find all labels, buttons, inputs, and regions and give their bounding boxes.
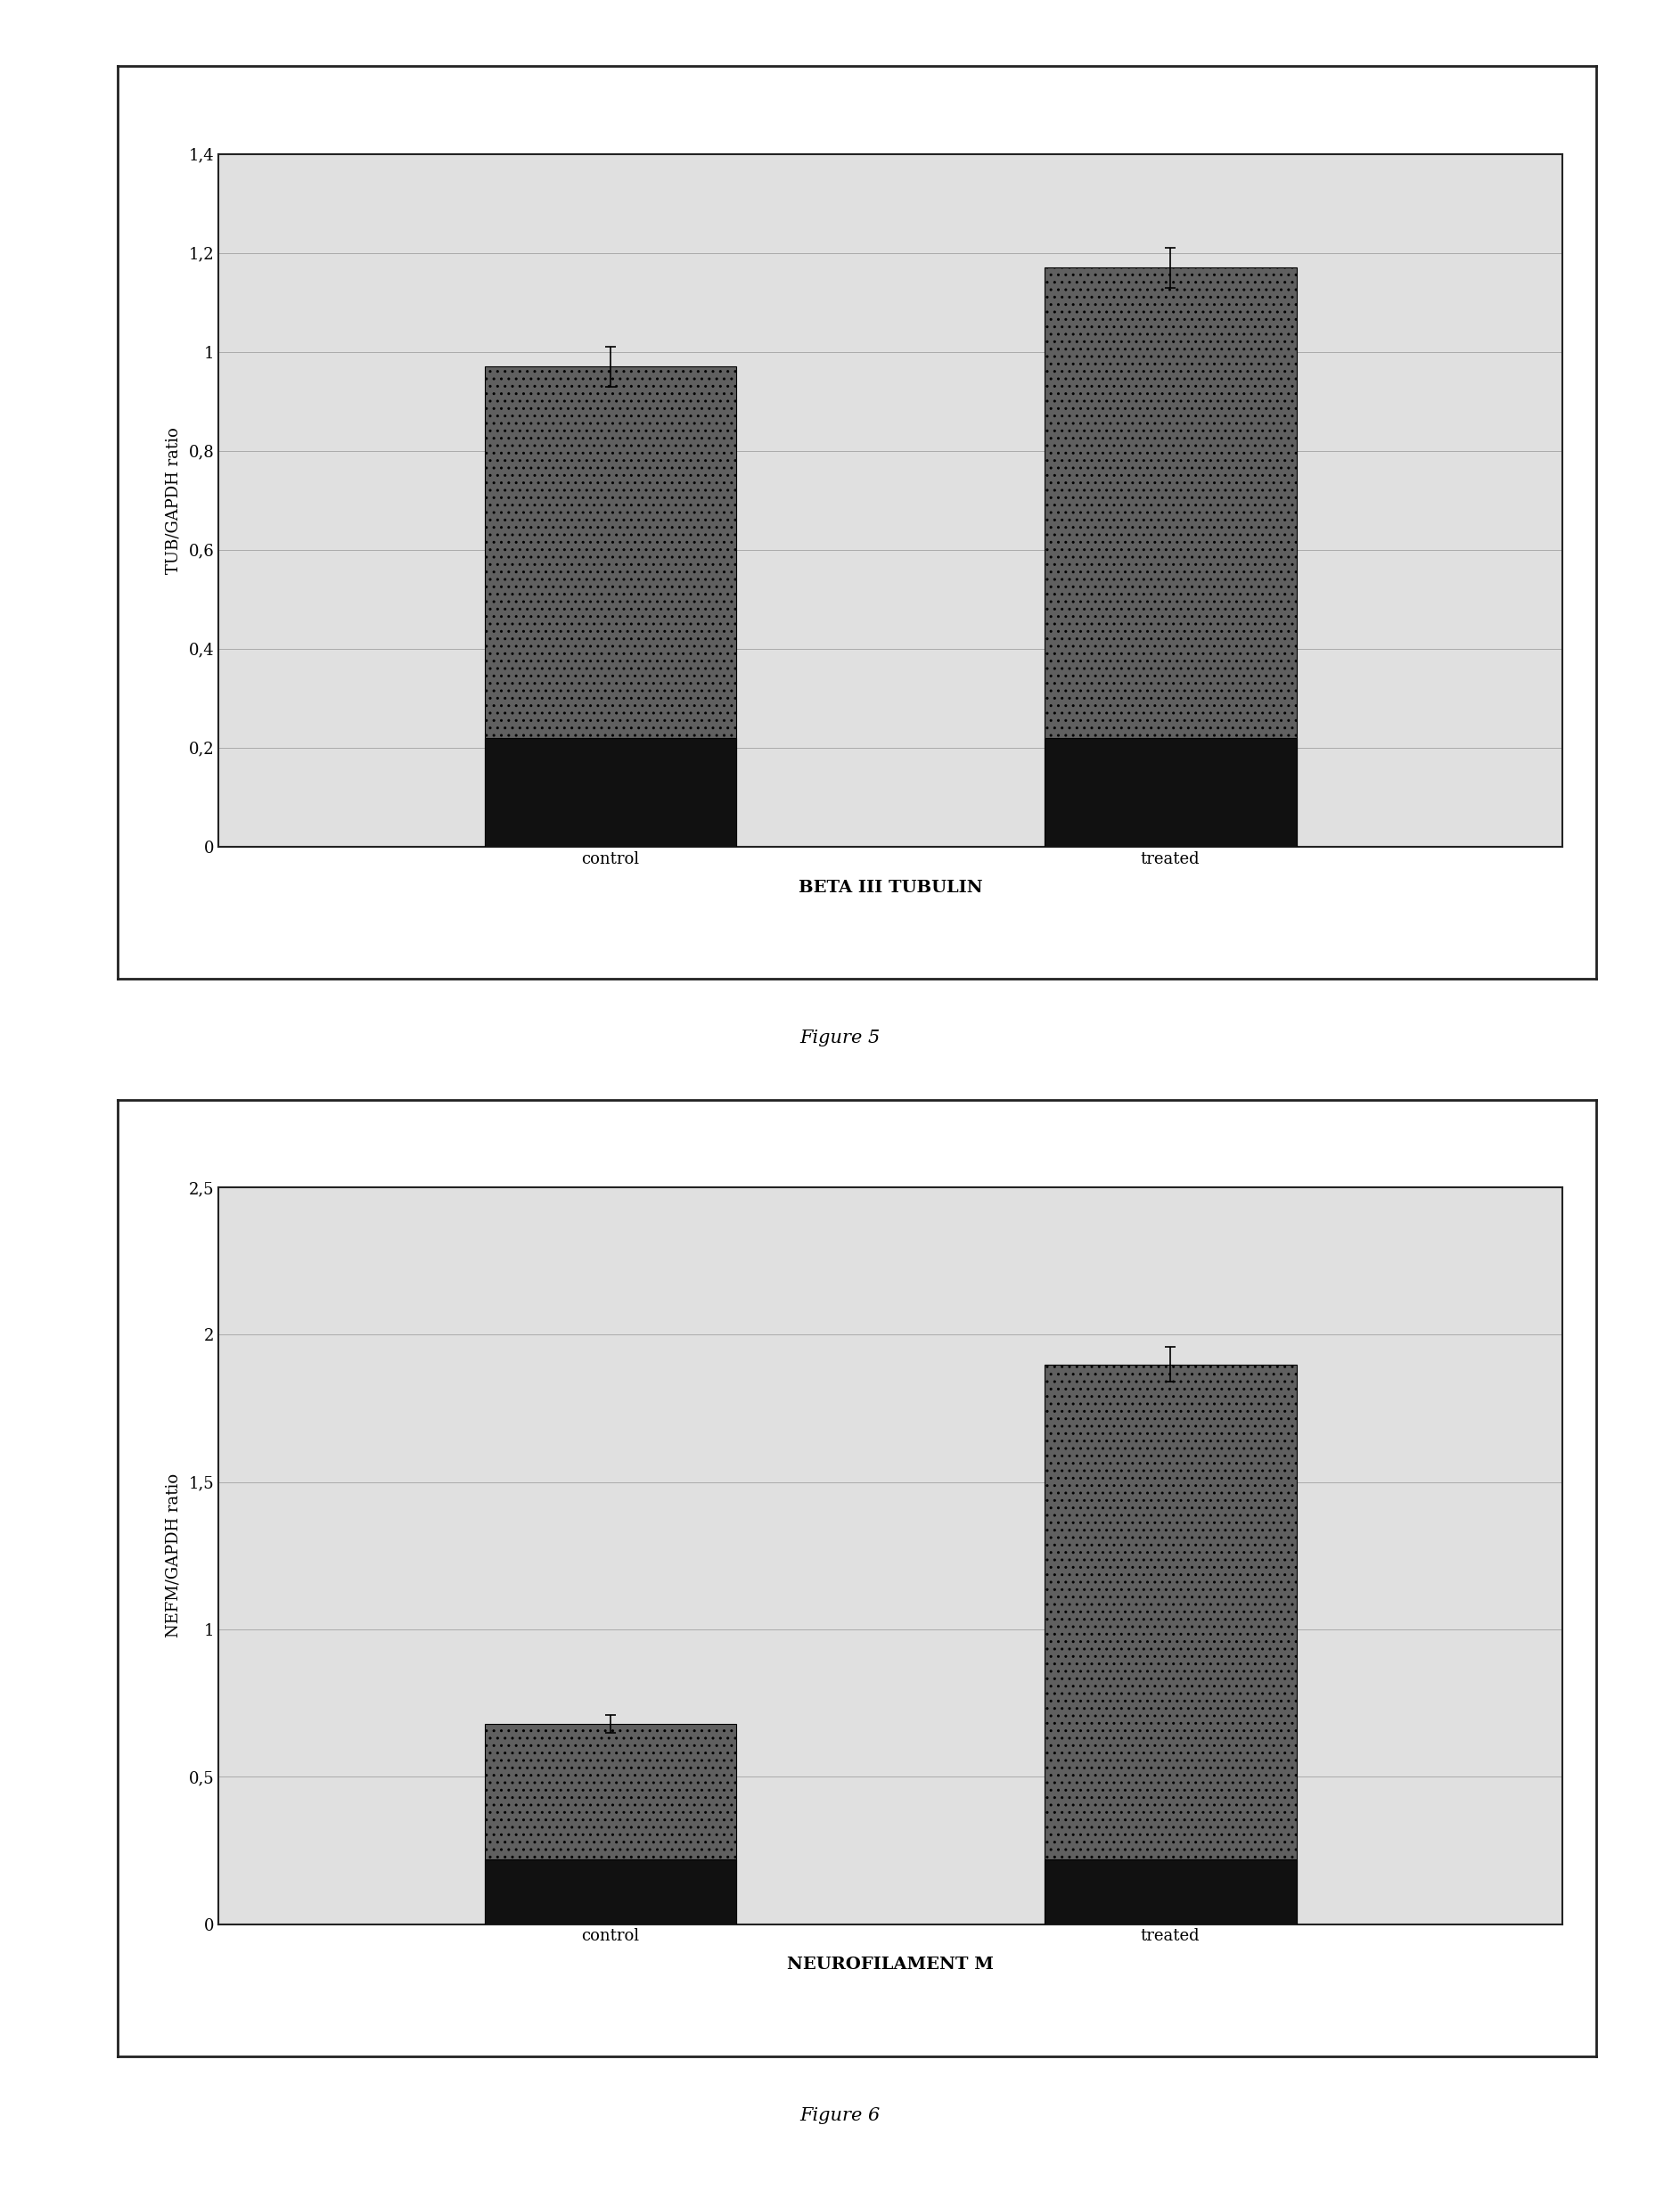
Bar bbox=[1045, 1363, 1297, 1924]
Bar bbox=[1045, 739, 1297, 847]
Y-axis label: NEFM/GAPDH ratio: NEFM/GAPDH ratio bbox=[165, 1473, 181, 1638]
X-axis label: NEUROFILAMENT M: NEUROFILAMENT M bbox=[786, 1957, 995, 1973]
Y-axis label: TUB/GAPDH ratio: TUB/GAPDH ratio bbox=[165, 427, 181, 574]
Bar bbox=[484, 1724, 736, 1924]
Text: Figure 6: Figure 6 bbox=[800, 2107, 880, 2124]
Bar bbox=[1045, 268, 1297, 847]
Bar bbox=[484, 367, 736, 847]
Bar bbox=[484, 1860, 736, 1924]
X-axis label: BETA III TUBULIN: BETA III TUBULIN bbox=[798, 880, 983, 895]
Text: Figure 5: Figure 5 bbox=[800, 1029, 880, 1047]
Bar bbox=[1045, 1860, 1297, 1924]
Bar bbox=[484, 739, 736, 847]
